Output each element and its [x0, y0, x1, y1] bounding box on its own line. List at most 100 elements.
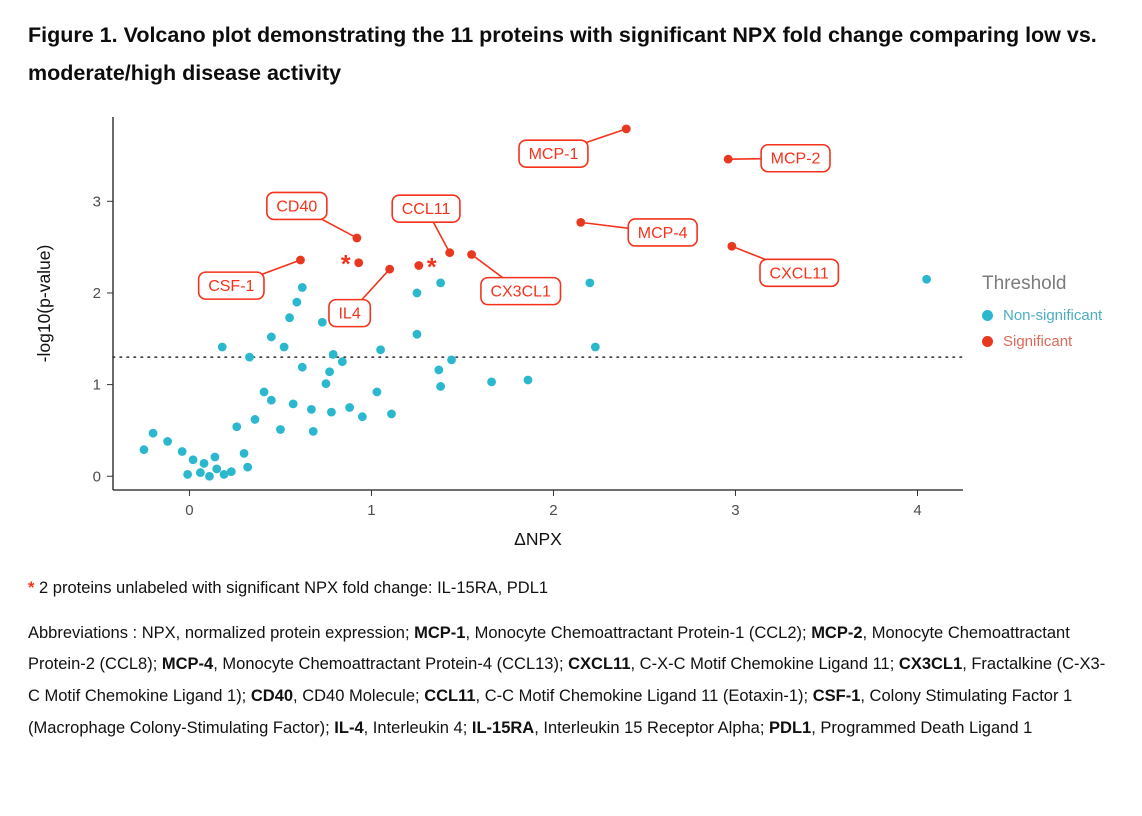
abbr-term: CD40 — [250, 686, 294, 705]
data-point-significant — [352, 233, 362, 242]
data-point-nonsignificant — [226, 466, 236, 476]
y-axis-title: -log10(p-value) — [34, 244, 54, 362]
data-point-nonsignificant — [590, 342, 600, 351]
abbr-text: , Monocyte Chemoattractant Protein-1 (CC… — [465, 623, 812, 642]
protein-label-box — [759, 258, 840, 287]
data-point-nonsignificant — [243, 462, 253, 472]
protein-label: MCP-2 — [771, 150, 821, 167]
protein-label: CXCL11 — [770, 265, 829, 282]
protein-label-box — [328, 298, 372, 327]
threshold-legend: Threshold Non-significant Significant — [982, 273, 1102, 359]
protein-label-box — [627, 217, 698, 247]
data-point-nonsignificant — [266, 395, 276, 405]
abbr-text: , Interleukin 15 Receptor Alpha; — [534, 718, 770, 737]
data-point-nonsignificant — [292, 297, 302, 307]
data-point-significant — [385, 264, 395, 274]
data-point-nonsignificant — [139, 444, 149, 454]
data-point-nonsignificant — [239, 448, 249, 458]
data-point-nonsignificant — [585, 278, 595, 287]
legend-dot-icon — [982, 309, 993, 321]
data-point-nonsignificant — [523, 375, 533, 384]
protein-label: CCL11 — [402, 201, 451, 218]
volcano-plot: 0 1 2 3 4 0 1 2 3 ΔNPX -log10(p-value) MCP-1 MCP-2 CD… — [34, 116, 964, 549]
chart-row: 0 1 2 3 4 0 1 2 3 ΔNPX -log10(p-value) MCP-1 MCP-2 CD… — [28, 105, 1114, 553]
data-point-nonsignificant — [219, 469, 229, 479]
data-point-nonsignificant — [188, 454, 198, 464]
abbr-text: , Colony Stimulating Factor 1 (Macrophag… — [28, 686, 1073, 737]
abbr-term: CX3CL1 — [898, 655, 963, 674]
data-point-nonsignificant — [232, 421, 242, 431]
figure-title: Figure 1. Volcano plot demonstrating the… — [28, 23, 1097, 86]
data-point-nonsignificant — [337, 356, 347, 366]
abbr-term: CXCL11 — [568, 655, 631, 674]
data-point-significant — [576, 217, 586, 227]
data-point-nonsignificant — [325, 366, 334, 376]
data-point-nonsignificant — [306, 404, 316, 414]
data-point-nonsignificant — [345, 402, 355, 412]
protein-label: MCP-1 — [529, 146, 579, 163]
y-tick-label: 2 — [93, 284, 101, 301]
data-point-nonsignificant — [357, 411, 367, 421]
abbr-text: , CD40 Molecule; — [293, 686, 425, 705]
abbr-term: MCP-2 — [811, 623, 863, 642]
abbr-text: , Fractalkine (C-X3-C Motif Chemokine Li… — [28, 655, 1106, 705]
y-tick-label: 0 — [93, 468, 101, 485]
data-point-nonsignificant — [321, 378, 331, 388]
x-tick-label: 0 — [185, 502, 193, 519]
protein-label-box — [266, 191, 328, 220]
data-point-nonsignificant — [259, 387, 269, 396]
data-point-nonsignificant — [328, 349, 338, 359]
data-point-nonsignificant — [212, 464, 222, 473]
protein-label: MCP-4 — [638, 225, 688, 242]
data-point-significant — [296, 255, 305, 264]
abbr-text: Abbreviations : NPX, normalized protein … — [28, 623, 415, 642]
data-point-nonsignificant — [285, 312, 294, 322]
protein-label-box — [518, 138, 589, 168]
abbr-text: , Monocyte Chemoattractant Protein-4 (CC… — [213, 655, 569, 674]
data-point-nonsignificant — [183, 469, 193, 479]
data-point-nonsignificant — [436, 278, 446, 287]
abbreviations-paragraph: Abbreviations : NPX, normalized protein … — [28, 618, 1114, 745]
x-tick-label: 1 — [367, 502, 375, 519]
protein-label: CSF-1 — [208, 278, 254, 295]
protein-label-box — [391, 193, 461, 223]
legend-item-label: Non-significant — [1003, 306, 1103, 324]
data-point-nonsignificant — [245, 352, 254, 362]
data-point-nonsignificant — [210, 452, 220, 461]
data-point-nonsignificant — [387, 409, 396, 418]
abbr-text: , C-X-C Motif Chemokine Ligand 11; — [630, 655, 899, 674]
data-point-nonsignificant — [199, 458, 209, 468]
data-point-nonsignificant — [436, 381, 446, 391]
legend-item: Non-significant — [982, 307, 1102, 324]
y-tick-label: 1 — [93, 376, 101, 393]
protein-label-box — [480, 276, 562, 305]
footnote: * 2 proteins unlabeled with significant … — [28, 579, 1114, 598]
unlabeled-significant-asterisk: * — [427, 253, 437, 281]
legend-title: Threshold — [982, 272, 1067, 294]
data-point-nonsignificant — [372, 387, 382, 396]
abbr-term: MCP-1 — [414, 623, 466, 642]
data-point-nonsignificant — [250, 414, 260, 424]
data-point-nonsignificant — [195, 467, 205, 477]
data-point-nonsignificant — [217, 342, 227, 351]
abbr-term: PDL1 — [769, 718, 812, 737]
abbr-term: CSF-1 — [812, 686, 861, 705]
data-point-significant — [621, 124, 631, 133]
legend-items: Non-significant Significant — [982, 307, 1102, 350]
legend-item: Significant — [982, 333, 1102, 350]
data-point-nonsignificant — [148, 428, 158, 438]
data-point-nonsignificant — [297, 282, 307, 292]
data-point-nonsignificant — [297, 362, 307, 372]
data-point-nonsignificant — [205, 471, 214, 481]
abbr-term: MCP-4 — [161, 655, 214, 674]
protein-label-box — [760, 143, 831, 173]
abbr-term: CCL11 — [424, 686, 476, 705]
data-point-nonsignificant — [266, 332, 276, 341]
x-tick-label: 2 — [549, 502, 557, 519]
data-point-nonsignificant — [276, 424, 285, 434]
data-point-nonsignificant — [288, 398, 298, 408]
x-axis-title: ΔNPX — [514, 529, 562, 549]
data-point-nonsignificant — [177, 446, 187, 456]
data-point-nonsignificant — [163, 436, 173, 446]
